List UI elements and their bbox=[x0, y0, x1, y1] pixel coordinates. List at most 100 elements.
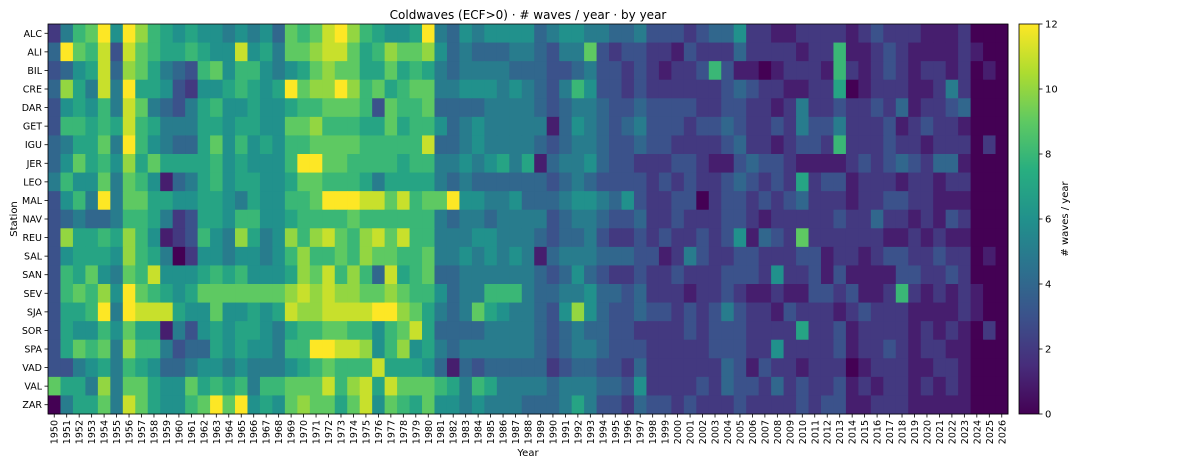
heatmap-cell bbox=[347, 209, 361, 229]
heatmap-cell bbox=[446, 191, 460, 211]
heatmap-cell bbox=[721, 209, 735, 229]
heatmap-cell bbox=[122, 191, 136, 211]
heatmap-cell bbox=[122, 339, 136, 359]
heatmap-cell bbox=[683, 246, 697, 266]
heatmap-cell bbox=[110, 376, 124, 396]
heatmap-cell bbox=[883, 172, 897, 192]
heatmap-cell bbox=[446, 284, 460, 304]
heatmap-cell bbox=[172, 116, 186, 136]
heatmap-cell bbox=[820, 24, 834, 44]
heatmap-cell bbox=[858, 228, 872, 248]
heatmap-cell bbox=[970, 321, 984, 341]
heatmap-cell bbox=[397, 265, 411, 285]
heatmap-cell bbox=[870, 172, 884, 192]
heatmap-cell bbox=[521, 135, 535, 155]
heatmap-cell bbox=[945, 42, 959, 62]
x-tick-label: 2007 bbox=[760, 420, 771, 444]
heatmap-cell bbox=[621, 61, 635, 81]
heatmap-cell bbox=[122, 395, 136, 415]
heatmap-cell bbox=[434, 339, 448, 359]
heatmap-cell bbox=[384, 191, 398, 211]
x-tick-label: 1955 bbox=[112, 420, 123, 444]
heatmap-cell bbox=[958, 358, 972, 378]
heatmap-cell bbox=[758, 246, 772, 266]
heatmap-cell bbox=[571, 395, 585, 415]
heatmap-cell bbox=[808, 42, 822, 62]
x-tick-label: 1999 bbox=[661, 420, 672, 444]
heatmap-cell bbox=[933, 302, 947, 322]
heatmap-cell bbox=[97, 358, 111, 378]
heatmap-cell bbox=[958, 172, 972, 192]
heatmap-cell bbox=[945, 191, 959, 211]
heatmap-cell bbox=[995, 395, 1009, 415]
heatmap-cell bbox=[185, 24, 199, 44]
heatmap-cell bbox=[446, 154, 460, 174]
heatmap-cell bbox=[185, 284, 199, 304]
heatmap-cell bbox=[85, 321, 99, 341]
colorbar-tick-label: 4 bbox=[1045, 280, 1051, 291]
heatmap-cell bbox=[122, 79, 136, 99]
x-tick-label: 2015 bbox=[860, 420, 871, 444]
heatmap-cell bbox=[633, 376, 647, 396]
heatmap-cell bbox=[683, 98, 697, 118]
heatmap-cell bbox=[721, 339, 735, 359]
heatmap-cell bbox=[733, 79, 747, 99]
heatmap-cell bbox=[746, 61, 760, 81]
heatmap-cell bbox=[571, 98, 585, 118]
heatmap-cell bbox=[160, 191, 174, 211]
heatmap-cell bbox=[920, 135, 934, 155]
heatmap-cell bbox=[359, 172, 373, 192]
heatmap-cell bbox=[833, 376, 847, 396]
colorbar-tick-label: 12 bbox=[1045, 20, 1058, 31]
heatmap-cell bbox=[796, 61, 810, 81]
heatmap-cell bbox=[721, 321, 735, 341]
heatmap-cell bbox=[122, 284, 136, 304]
heatmap-cell bbox=[85, 265, 99, 285]
heatmap-cell bbox=[496, 172, 510, 192]
heatmap-cell bbox=[571, 284, 585, 304]
heatmap-cell bbox=[584, 172, 598, 192]
heatmap-cell bbox=[920, 284, 934, 304]
heatmap-cell bbox=[958, 24, 972, 44]
heatmap-cell bbox=[933, 358, 947, 378]
heatmap-cell bbox=[434, 116, 448, 136]
heatmap-cell bbox=[446, 246, 460, 266]
heatmap-cell bbox=[546, 135, 560, 155]
heatmap-cell bbox=[272, 116, 286, 136]
heatmap-cell bbox=[72, 191, 86, 211]
heatmap-cell bbox=[334, 246, 348, 266]
heatmap-cell bbox=[48, 228, 61, 248]
heatmap-cell bbox=[858, 339, 872, 359]
heatmap-cell bbox=[48, 135, 61, 155]
heatmap-cell bbox=[172, 246, 186, 266]
heatmap-cell bbox=[970, 79, 984, 99]
heatmap-cell bbox=[721, 395, 735, 415]
heatmap-cell bbox=[222, 209, 236, 229]
heatmap-cell bbox=[409, 79, 423, 99]
heatmap-cell bbox=[397, 79, 411, 99]
heatmap-cell bbox=[609, 284, 623, 304]
heatmap-cell bbox=[259, 154, 273, 174]
heatmap-cell bbox=[609, 116, 623, 136]
x-tick-label: 1996 bbox=[623, 420, 634, 444]
heatmap-cell bbox=[945, 135, 959, 155]
heatmap-cell bbox=[783, 154, 797, 174]
heatmap-cell bbox=[733, 302, 747, 322]
heatmap-cell bbox=[584, 209, 598, 229]
heatmap-cell bbox=[658, 135, 672, 155]
heatmap-cell bbox=[309, 24, 323, 44]
heatmap-cell bbox=[185, 395, 199, 415]
heatmap-cell bbox=[933, 284, 947, 304]
heatmap-cell bbox=[97, 321, 111, 341]
heatmap-cell bbox=[135, 42, 149, 62]
heatmap-cell bbox=[596, 61, 610, 81]
heatmap-cell bbox=[434, 265, 448, 285]
heatmap-cell bbox=[683, 79, 697, 99]
heatmap-cell bbox=[621, 358, 635, 378]
heatmap-cell bbox=[958, 321, 972, 341]
heatmap-cell bbox=[110, 246, 124, 266]
heatmap-cell bbox=[484, 42, 498, 62]
heatmap-cell bbox=[671, 61, 685, 81]
x-tick-label: 1986 bbox=[499, 420, 510, 444]
heatmap-cell bbox=[721, 116, 735, 136]
